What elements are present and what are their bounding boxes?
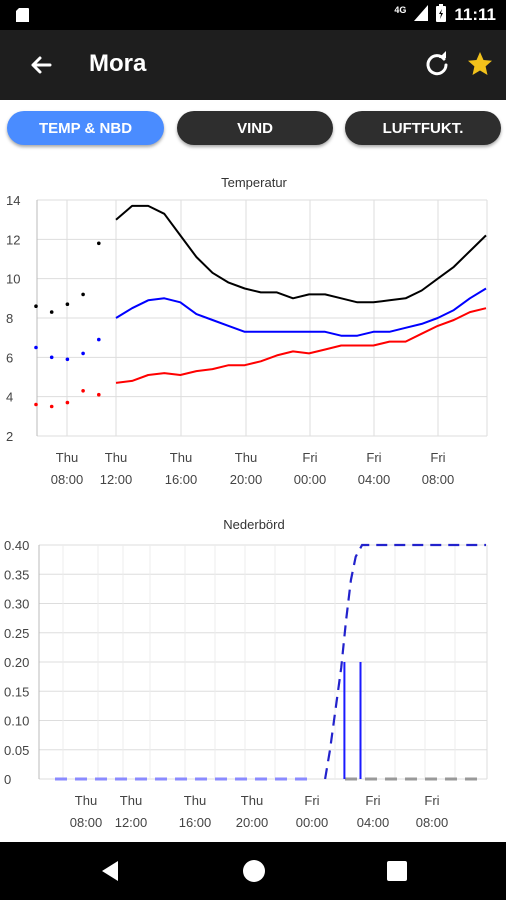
temperature-observed-point bbox=[97, 392, 101, 397]
precipitation-y-tick: 0.35 bbox=[4, 567, 29, 582]
precipitation-series bbox=[55, 543, 486, 781]
temperature-x-tick-time: 16:00 bbox=[165, 472, 198, 487]
temperature-series-line bbox=[115, 287, 487, 337]
nav-recents-icon[interactable] bbox=[382, 856, 412, 886]
precipitation-chart-title: Nederbörd bbox=[223, 517, 284, 532]
temperature-observed-point bbox=[65, 302, 70, 307]
system-navigation-bar bbox=[0, 842, 506, 900]
precipitation-y-tick: 0.05 bbox=[4, 743, 29, 758]
temperature-series bbox=[34, 204, 487, 409]
temperature-observed-point bbox=[81, 351, 85, 356]
temperature-y-tick: 14 bbox=[6, 193, 20, 208]
precipitation-bar bbox=[359, 662, 362, 779]
temperature-y-tick: 10 bbox=[6, 272, 20, 287]
temperature-x-tick-day: Thu bbox=[56, 450, 78, 465]
temperature-y-tick: 6 bbox=[6, 350, 13, 365]
page-title: Mora bbox=[89, 50, 147, 77]
temperature-y-axis: 14 12 10 8 6 4 2 bbox=[6, 193, 20, 444]
precipitation-x-tick-day: Fri bbox=[365, 793, 380, 808]
temperature-x-tick-time: 08:00 bbox=[51, 472, 84, 487]
temperature-x-tick-day: Thu bbox=[235, 450, 257, 465]
temperature-observed-point bbox=[81, 389, 85, 393]
precipitation-x-tick-time: 08:00 bbox=[70, 815, 103, 830]
temperature-x-tick-time: 08:00 bbox=[422, 472, 455, 487]
precipitation-cumulative-line bbox=[324, 543, 486, 780]
tab-temp-nbd[interactable]: TEMP & NBD bbox=[7, 111, 164, 145]
temperature-observed-point bbox=[34, 345, 38, 350]
temperature-y-tick: 12 bbox=[6, 232, 20, 247]
temperature-observed-point bbox=[65, 400, 70, 405]
temperature-observed-point bbox=[49, 310, 54, 314]
precipitation-x-tick-time: 00:00 bbox=[296, 815, 329, 830]
temperature-y-tick: 2 bbox=[6, 429, 13, 444]
temperature-series-line bbox=[115, 204, 487, 304]
precipitation-bar bbox=[343, 662, 346, 779]
precipitation-x-tick-day: Thu bbox=[241, 793, 263, 808]
signal-icon bbox=[414, 4, 429, 26]
tab-bar: TEMP & NBD VIND LUFTFUKT. bbox=[0, 100, 506, 156]
precipitation-y-tick: 0.20 bbox=[4, 655, 29, 670]
temperature-x-tick-day: Thu bbox=[105, 450, 127, 465]
precipitation-x-tick-time: 16:00 bbox=[179, 815, 212, 830]
precipitation-y-tick: 0.15 bbox=[4, 684, 29, 699]
temperature-x-tick-time: 12:00 bbox=[100, 472, 133, 487]
precipitation-x-tick-day: Fri bbox=[424, 793, 439, 808]
tab-luftfukt[interactable]: LUFTFUKT. bbox=[345, 111, 501, 145]
precipitation-y-tick: 0.25 bbox=[4, 626, 29, 641]
precipitation-chart: Nederbörd 0.400.350.300.250.200.150.100.… bbox=[4, 517, 488, 830]
app-toolbar: Mora bbox=[0, 30, 506, 100]
battery-icon bbox=[436, 3, 447, 27]
precipitation-x-tick-day: Fri bbox=[304, 793, 319, 808]
precipitation-x-tick-day: Thu bbox=[75, 793, 97, 808]
notification-icon bbox=[14, 7, 30, 23]
status-bar: 4G 11:11 bbox=[0, 0, 506, 30]
temperature-observed-point bbox=[34, 304, 38, 309]
temperature-chart-title: Temperatur bbox=[221, 175, 287, 190]
nav-home-icon[interactable] bbox=[239, 856, 269, 886]
temperature-observed-point bbox=[34, 402, 38, 407]
back-arrow-icon[interactable] bbox=[26, 50, 56, 80]
precipitation-x-tick-time: 12:00 bbox=[115, 815, 148, 830]
temperature-series-line bbox=[115, 307, 487, 384]
clock: 11:11 bbox=[454, 5, 496, 24]
precipitation-x-axis: Thu 08:00 Thu 12:00 Thu 16:00 Thu 20:00 Fri 00:00… bbox=[70, 793, 449, 830]
temperature-x-tick-time: 00:00 bbox=[294, 472, 327, 487]
temperature-observed-point bbox=[49, 404, 54, 409]
temperature-observed-point bbox=[81, 292, 85, 297]
precipitation-y-axis: 0.40 0.35 0.30 0.25 0.20 0.15 0.10 0.05 0 bbox=[4, 538, 29, 787]
temperature-x-tick-time: 04:00 bbox=[358, 472, 391, 487]
precipitation-y-tick: 0.40 bbox=[4, 538, 29, 553]
tab-vind[interactable]: VIND bbox=[177, 111, 333, 145]
temperature-y-tick: 8 bbox=[6, 311, 13, 326]
temperature-observed-point bbox=[97, 241, 101, 246]
precipitation-x-tick-day: Thu bbox=[120, 793, 142, 808]
nav-back-icon[interactable] bbox=[96, 856, 126, 886]
temperature-y-tick: 4 bbox=[6, 390, 13, 405]
precipitation-y-tick: 0.30 bbox=[4, 597, 29, 612]
temperature-observed-point bbox=[65, 357, 70, 362]
precipitation-grid bbox=[38, 544, 488, 780]
temperature-observed-point bbox=[49, 355, 54, 360]
precipitation-y-tick: 0 bbox=[4, 772, 11, 787]
temperature-x-tick-day: Fri bbox=[430, 450, 445, 465]
temperature-x-tick-time: 20:00 bbox=[230, 472, 263, 487]
favorite-star-icon[interactable] bbox=[465, 49, 495, 79]
temperature-x-tick-day: Fri bbox=[302, 450, 317, 465]
temperature-grid bbox=[36, 199, 488, 437]
network-indicator: 4G bbox=[394, 5, 407, 15]
precipitation-x-tick-day: Thu bbox=[184, 793, 206, 808]
refresh-icon[interactable] bbox=[422, 49, 452, 79]
temperature-x-tick-day: Thu bbox=[170, 450, 192, 465]
temperature-x-tick-day: Fri bbox=[366, 450, 381, 465]
temperature-x-axis: Thu 08:00 Thu 12:00 Thu 16:00 Thu 20:00 Fri 00:00… bbox=[51, 450, 455, 487]
precipitation-x-tick-time: 04:00 bbox=[357, 815, 390, 830]
precipitation-y-tick: 0.10 bbox=[4, 714, 29, 729]
temperature-observed-point bbox=[97, 337, 101, 342]
precipitation-x-tick-time: 20:00 bbox=[236, 815, 269, 830]
precipitation-x-tick-time: 08:00 bbox=[416, 815, 449, 830]
